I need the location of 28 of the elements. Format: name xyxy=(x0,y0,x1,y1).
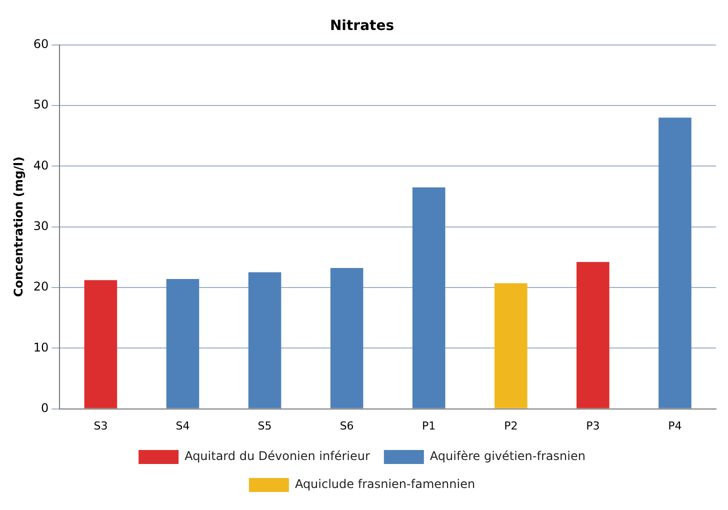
bar xyxy=(84,280,118,408)
y-tick-label: 30 xyxy=(33,218,49,233)
x-tick-label: P2 xyxy=(504,419,518,432)
x-tick-label: S4 xyxy=(176,419,190,432)
legend-label: Aquifère givétien-frasnien xyxy=(430,449,586,464)
bar xyxy=(576,262,610,408)
y-tick-label: 60 xyxy=(33,36,49,51)
chart-title: Nitrates xyxy=(330,18,394,34)
bar xyxy=(330,268,364,408)
bar xyxy=(412,187,446,408)
legend-label: Aquiclude frasnien-famennien xyxy=(294,477,476,492)
bar xyxy=(248,272,282,408)
x-tick-label: P4 xyxy=(668,419,682,432)
y-axis-title: Concentration (mg/l) xyxy=(11,156,26,298)
x-tick-label: P1 xyxy=(422,419,436,432)
bar xyxy=(494,283,528,408)
y-tick-label: 0 xyxy=(41,400,49,415)
y-tick-label: 10 xyxy=(33,340,49,354)
bar xyxy=(166,278,200,408)
y-tick-label: 20 xyxy=(33,280,49,294)
y-tick-label: 40 xyxy=(33,158,49,172)
x-tick-label: S5 xyxy=(258,419,272,432)
bar xyxy=(658,118,692,408)
x-tick-label: P3 xyxy=(586,419,600,432)
legend-label: Aquitard du Dévonien inférieur xyxy=(184,449,370,464)
y-tick-label: 50 xyxy=(33,98,49,112)
x-tick-label: S6 xyxy=(340,419,354,432)
x-tick-label: S3 xyxy=(94,419,108,432)
